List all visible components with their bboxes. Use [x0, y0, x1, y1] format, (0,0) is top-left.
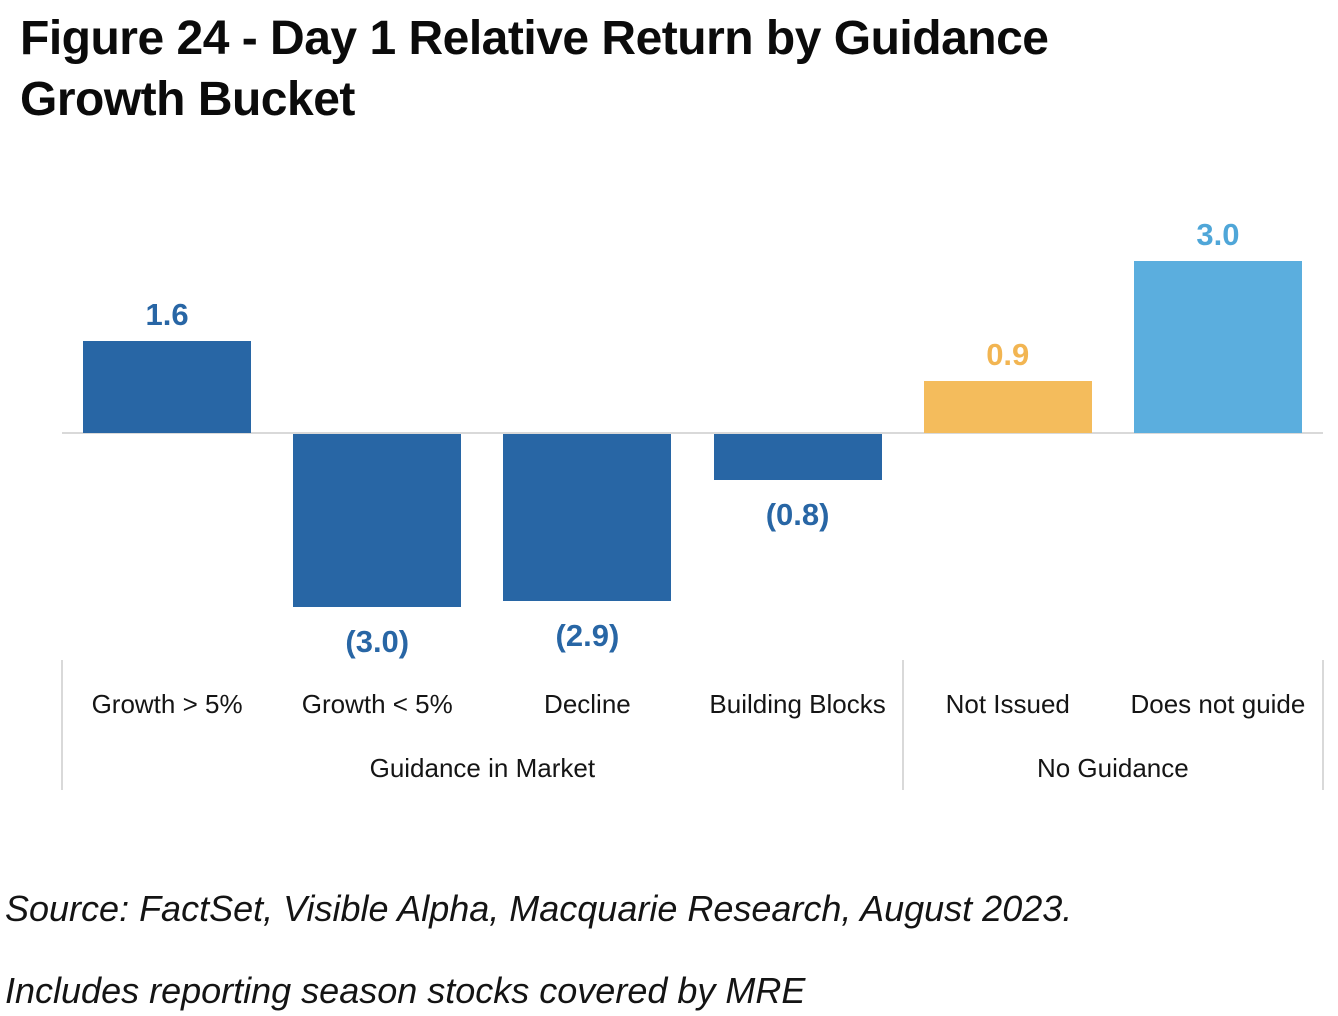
- chart-title-line2: Growth Bucket: [20, 73, 355, 126]
- bar-growth-5-: [83, 341, 252, 433]
- category-label: Does not guide: [1130, 689, 1306, 719]
- bar-building-blocks: [713, 434, 882, 480]
- x-axis-line: [62, 432, 1323, 434]
- note-text: Includes reporting season stocks covered…: [5, 970, 806, 1011]
- bar-does-not-guide: [1133, 260, 1302, 433]
- value-label: (3.0): [345, 623, 410, 659]
- value-label: 1.6: [145, 297, 189, 332]
- category-label: Decline: [544, 689, 631, 719]
- bar-not-issued: [923, 381, 1092, 433]
- bar-decline: [503, 434, 672, 601]
- value-label: 3.0: [1196, 216, 1240, 252]
- value-label: (0.8): [765, 497, 830, 532]
- axis-tick: [61, 660, 63, 790]
- bar-chart: 1.6 Growth > 5% (3.0) Growth < 5% (2.9) Decli…: [61, 216, 1324, 790]
- group-label: No Guidance: [1036, 753, 1189, 783]
- value-label: (2.9): [555, 617, 620, 653]
- chart-title-line1: Figure 24 - Day 1 Relative Return by Gui…: [20, 12, 1049, 65]
- axis-tick: [901, 660, 904, 790]
- group-label: Guidance in Market: [369, 753, 596, 783]
- category-label: Growth > 5%: [91, 689, 243, 719]
- category-label: Building Blocks: [709, 689, 886, 719]
- axis-tick: [1322, 660, 1324, 790]
- value-label: 0.9: [986, 337, 1030, 373]
- bar-growth-5-: [293, 434, 462, 607]
- chart-title: Figure 24 - Day 1 Relative Return by Gui…: [20, 8, 1290, 130]
- category-label: Growth < 5%: [301, 689, 453, 719]
- category-label: Not Issued: [945, 689, 1070, 719]
- source-text: Source: FactSet, Visible Alpha, Macquari…: [5, 888, 1073, 929]
